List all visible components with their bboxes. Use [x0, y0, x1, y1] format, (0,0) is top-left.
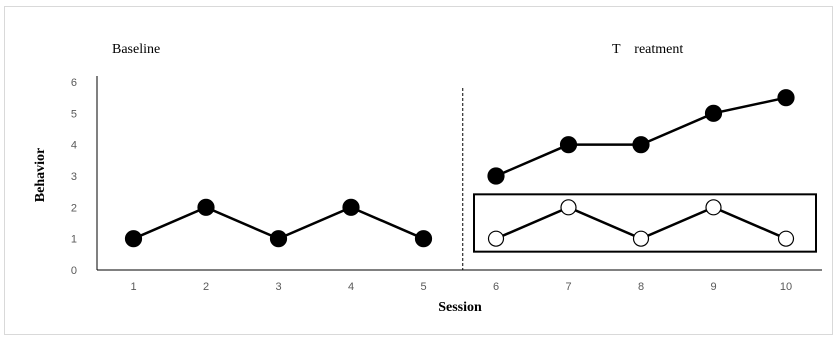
y-tick-label: 6 — [71, 77, 77, 89]
y-tick-label: 0 — [71, 265, 77, 277]
series-1-point — [632, 136, 650, 154]
x-tick-label: 2 — [203, 281, 209, 293]
series-1-point — [777, 89, 795, 107]
y-tick-label: 4 — [71, 140, 77, 152]
chart-frame — [4, 6, 833, 335]
x-tick-label: 3 — [275, 281, 281, 293]
series-box — [473, 193, 817, 253]
series-2-point — [560, 199, 577, 216]
series-1-point — [269, 230, 288, 248]
x-tick-label: 5 — [420, 281, 426, 293]
phase-label-treatment: T reatment — [612, 42, 683, 57]
series-2-point — [632, 230, 650, 247]
x-tick-label: 1 — [130, 281, 136, 293]
series-1-point — [342, 198, 360, 216]
y-tick-label: 2 — [71, 202, 77, 214]
series-2-point — [777, 230, 795, 247]
series-1-point — [124, 230, 143, 248]
y-tick-label: 1 — [71, 234, 77, 246]
phase-label-baseline: Baseline — [112, 42, 160, 57]
series-1-point — [559, 136, 578, 154]
y-tick-label: 3 — [71, 171, 77, 183]
series-1-point — [414, 230, 433, 248]
x-tick-label: 6 — [493, 281, 499, 293]
x-tick-label: 4 — [348, 281, 354, 293]
y-axis-title: Behavior — [33, 148, 48, 202]
x-tick-label: 9 — [710, 281, 716, 293]
series-2-point — [487, 230, 505, 247]
x-tick-label: 10 — [780, 281, 792, 293]
series-1-point — [487, 167, 505, 185]
x-tick-label: 7 — [565, 281, 571, 293]
x-axis-title: Session — [438, 300, 482, 315]
x-tick-label: 8 — [638, 281, 644, 293]
series-2-point — [705, 199, 722, 216]
series-1-point — [197, 198, 215, 216]
series-1-point — [704, 104, 723, 122]
y-tick-label: 5 — [71, 108, 77, 120]
